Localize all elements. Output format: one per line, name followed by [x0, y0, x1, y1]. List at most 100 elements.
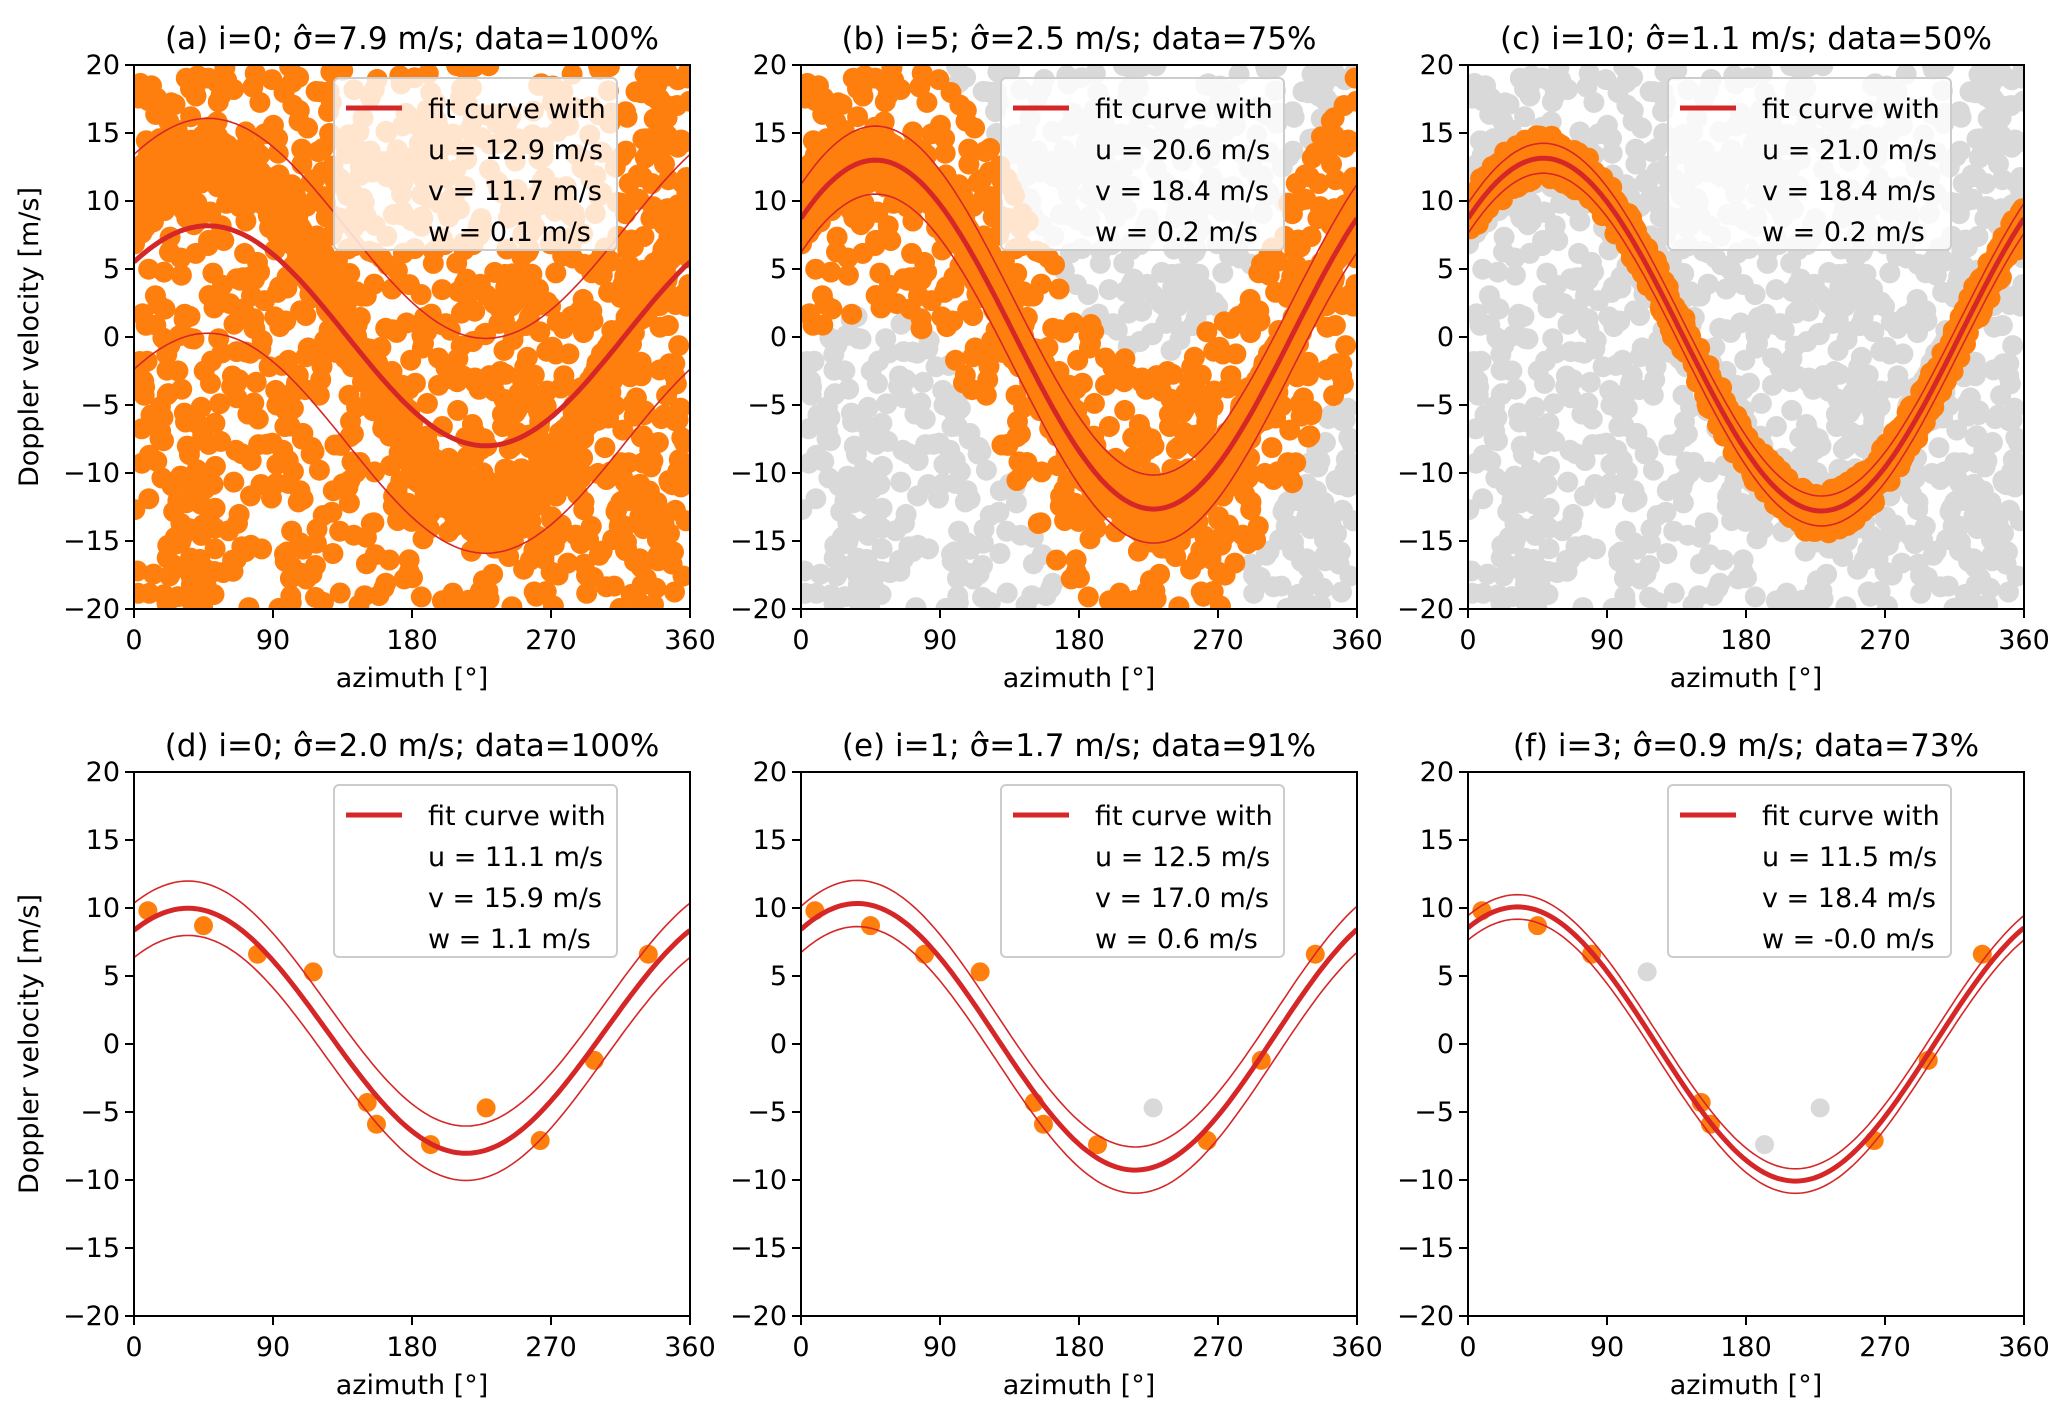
included-point: [670, 129, 690, 151]
included-point: [931, 239, 953, 261]
included-point: [1207, 561, 1229, 583]
included-point: [402, 567, 423, 589]
included-point: [1080, 332, 1101, 354]
included-point: [573, 499, 595, 521]
excluded-point: [996, 520, 1018, 542]
included-point: [142, 211, 164, 233]
included-point: [421, 476, 443, 498]
included-point: [310, 369, 332, 391]
included-point: [929, 114, 951, 136]
included-point: [1181, 386, 1203, 408]
included-point: [1212, 343, 1234, 365]
included-point: [1140, 595, 1162, 609]
included-point: [1240, 499, 1262, 521]
excluded-point: [928, 487, 949, 509]
included-point: [148, 411, 170, 433]
included-point: [479, 365, 501, 387]
included-point: [977, 369, 999, 391]
included-point: [609, 597, 631, 609]
included-point: [622, 236, 644, 258]
excluded-point: [834, 490, 856, 512]
included-point: [1183, 346, 1205, 368]
included-point: [271, 189, 293, 211]
excluded-point: [856, 564, 878, 586]
included-point: [1083, 392, 1105, 414]
legend-value: w = 0.2 m/s: [1095, 217, 1258, 248]
included-point: [289, 532, 311, 554]
legend-value: u = 12.9 m/s: [428, 135, 603, 166]
included-point: [638, 65, 660, 83]
excluded-point: [894, 512, 915, 534]
included-point: [339, 263, 361, 284]
included-point: [658, 228, 680, 250]
included-point: [611, 283, 633, 305]
included-point: [957, 300, 979, 322]
included-point: [666, 95, 688, 116]
excluded-point: [996, 582, 1018, 604]
included-point: [553, 317, 574, 339]
y-tick-label: 20: [753, 50, 787, 81]
included-point: [413, 332, 434, 354]
excluded-point: [1015, 594, 1037, 609]
included-point: [332, 473, 354, 495]
included-point: [933, 281, 955, 303]
included-point: [174, 303, 196, 325]
included-point: [186, 150, 208, 172]
included-point: [1345, 174, 1357, 196]
included-point: [678, 174, 690, 196]
included-point: [386, 260, 408, 282]
included-point: [876, 161, 898, 183]
included-point: [317, 256, 339, 278]
excluded-point: [910, 392, 932, 414]
excluded-point: [1243, 582, 1265, 604]
included-point: [679, 286, 690, 308]
included-point: [383, 485, 405, 507]
fit-lower-sigma-line: [801, 193, 1357, 544]
excluded-point: [820, 430, 841, 452]
excluded-point: [941, 550, 963, 572]
included-point: [1067, 349, 1089, 371]
excluded-point: [833, 533, 855, 555]
included-point: [209, 161, 231, 183]
included-point: [851, 171, 873, 193]
included-point: [143, 563, 164, 585]
excluded-point: [1212, 262, 1234, 284]
included-point: [576, 565, 597, 586]
included-point: [949, 255, 971, 277]
included-point: [1077, 586, 1099, 608]
included-point: [348, 594, 370, 609]
excluded-point: [803, 350, 825, 372]
excluded-point: [2002, 335, 2024, 357]
included-point: [545, 262, 567, 284]
excluded-point: [941, 416, 963, 437]
included-point: [527, 539, 549, 561]
included-point: [341, 451, 363, 473]
included-point: [239, 266, 261, 288]
included-point: [1320, 110, 1342, 132]
included-point: [1045, 549, 1067, 571]
excluded-point: [1089, 252, 1111, 274]
included-point: [288, 110, 310, 132]
y-tick-label: 20: [86, 50, 120, 81]
included-point: [831, 93, 853, 115]
included-point: [1295, 188, 1317, 210]
included-point: [1208, 506, 1230, 528]
included-point: [582, 310, 604, 332]
included-point: [1158, 403, 1180, 425]
included-point: [167, 360, 189, 382]
excluded-point: [972, 586, 993, 608]
included-point: [446, 65, 468, 77]
excluded-point: [871, 412, 893, 434]
included-point: [604, 395, 626, 417]
included-point: [159, 241, 180, 263]
included-point: [809, 211, 831, 233]
included-point: [390, 432, 412, 453]
excluded-point: [813, 450, 835, 472]
excluded-point: [853, 462, 875, 483]
x-axis-label: azimuth [°]: [1003, 663, 1155, 694]
excluded-point: [949, 461, 971, 482]
included-point: [207, 91, 229, 113]
included-point: [677, 67, 690, 89]
included-point: [267, 142, 289, 164]
